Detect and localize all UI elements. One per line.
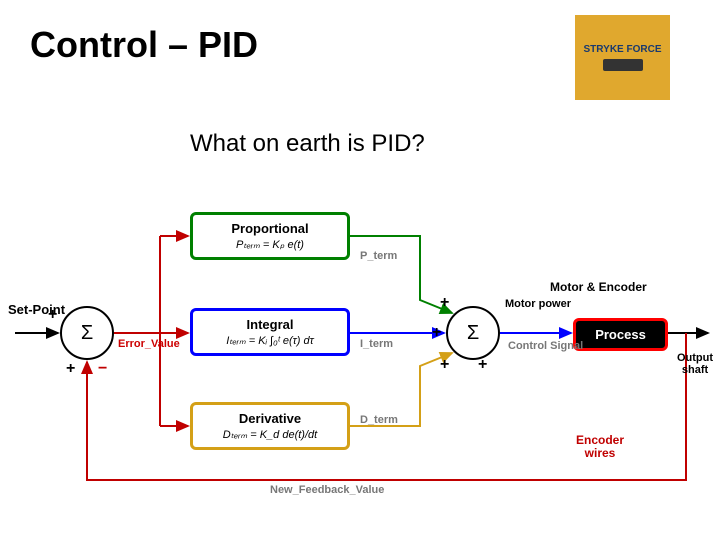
process-title: Process xyxy=(586,327,655,342)
process-block: Process xyxy=(573,318,668,351)
sum2-plus-i: + xyxy=(432,324,441,342)
feedback-label: New_Feedback_Value xyxy=(270,484,384,496)
sum1-minus: − xyxy=(98,360,107,378)
p-formula: Pₜₑᵣₘ = Kₚ e(t) xyxy=(203,238,337,251)
ann-control-signal: Control Signal xyxy=(508,340,583,352)
derivative-block: Derivative Dₜₑᵣₘ = K_d de(t)/dt xyxy=(190,402,350,450)
sum1-plus-fb: + xyxy=(66,360,75,378)
logo-text: STRYKE FORCE xyxy=(584,44,662,55)
sum2-plus-d1: + xyxy=(440,356,449,374)
ann-encoder-wires: Encoder wires xyxy=(570,434,630,460)
sum2-plus-d2: + xyxy=(478,356,487,374)
drone-icon xyxy=(603,59,643,71)
d-term-label: D_term xyxy=(360,414,398,426)
pid-diagram: Set-Point Σ + + − Error_Value Proportion… xyxy=(10,200,710,500)
sum-node-pid: Σ xyxy=(446,306,500,360)
sum-node-error: Σ xyxy=(60,306,114,360)
p-title: Proportional xyxy=(203,221,337,236)
i-title: Integral xyxy=(203,317,337,332)
d-title: Derivative xyxy=(203,411,337,426)
logo-badge: STRYKE FORCE xyxy=(575,15,670,100)
p-term-label: P_term xyxy=(360,250,397,262)
integral-block: Integral Iₜₑᵣₘ = Kᵢ ∫₀ᵗ e(τ) dτ xyxy=(190,308,350,356)
proportional-block: Proportional Pₜₑᵣₘ = Kₚ e(t) xyxy=(190,212,350,260)
slide-subtitle: What on earth is PID? xyxy=(190,130,425,158)
ann-motor-power: Motor power xyxy=(505,298,571,310)
sum2-plus-p: + xyxy=(440,294,449,312)
sum1-plus-in: + xyxy=(48,306,57,324)
error-label: Error_Value xyxy=(118,338,180,350)
i-term-label: I_term xyxy=(360,338,393,350)
d-formula: Dₜₑᵣₘ = K_d de(t)/dt xyxy=(203,428,337,441)
i-formula: Iₜₑᵣₘ = Kᵢ ∫₀ᵗ e(τ) dτ xyxy=(203,334,337,347)
slide-title: Control – PID xyxy=(30,24,258,66)
ann-output-shaft: Output shaft xyxy=(675,352,715,376)
ann-motor-encoder: Motor & Encoder xyxy=(550,280,647,294)
